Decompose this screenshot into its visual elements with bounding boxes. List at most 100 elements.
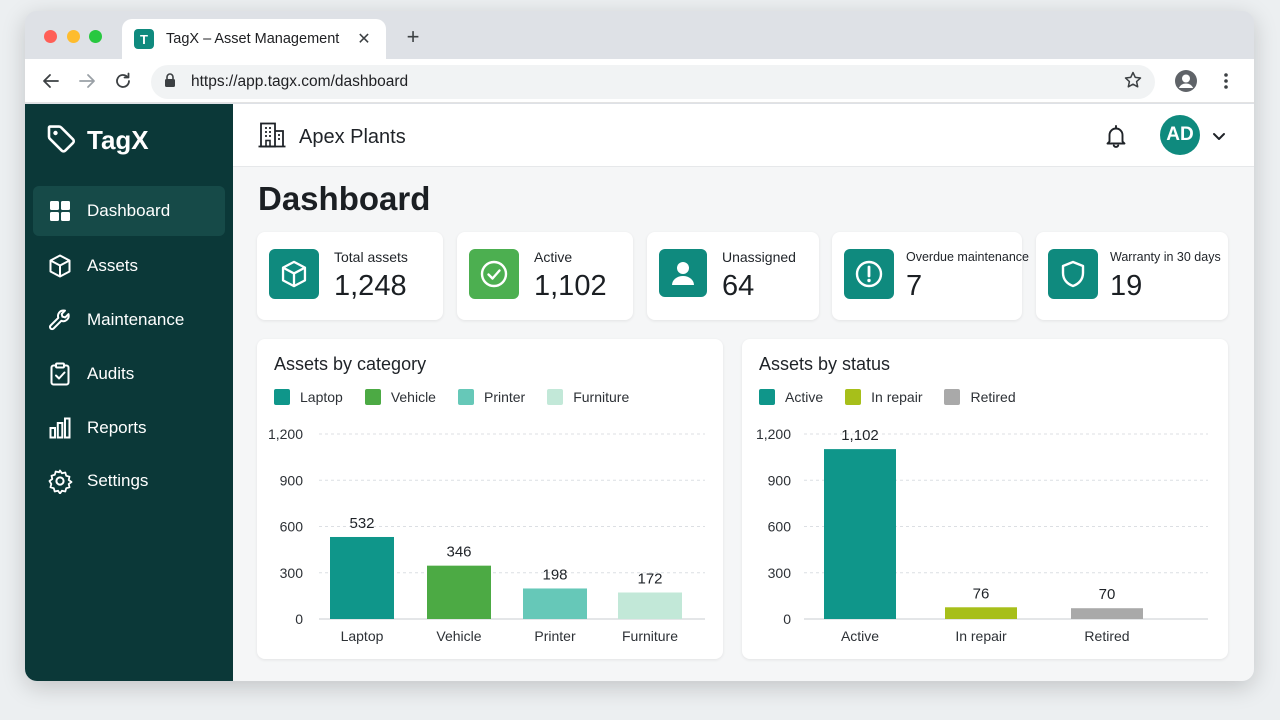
lock-icon [163,72,177,93]
sidebar-item-assets[interactable]: Assets [33,241,225,291]
chart-card-assets-by-status: Assets by status Active In repair Retire… [742,339,1228,659]
stat-card-unassigned[interactable]: Unassigned 64 [647,232,819,320]
x-tick-label: Vehicle [436,628,481,644]
y-tick-label: 0 [295,611,303,627]
sidebar-item-settings[interactable]: Settings [33,456,225,506]
bar-value-label: 532 [349,515,374,532]
tab-favicon-icon: T [134,29,154,49]
legend-swatch [457,389,474,405]
bookmark-star-icon[interactable] [1123,70,1143,95]
top-bar: Apex Plants AD [233,104,1254,167]
sidebar-item-label: Dashboard [87,201,171,220]
sidebar-item-maintenance[interactable]: Maintenance [33,295,225,345]
browser-tab[interactable]: T TagX – Asset Management ✕ [122,19,386,59]
chart-title: Assets by status [759,354,891,374]
sidebar: TagX Dashboard Assets Maintenance [25,104,233,681]
x-tick-label: In repair [955,628,1007,644]
check-circle-icon [469,249,519,299]
chart-legend: Laptop Vehicle Printer Furniture [274,389,629,405]
bar-value-label: 198 [542,566,567,583]
building-icon [257,120,287,155]
brand-logo[interactable]: TagX [45,122,149,159]
stat-label: Overdue maintenance [906,250,1029,264]
sidebar-item-dashboard[interactable]: Dashboard [33,186,225,236]
stat-label: Warranty in 30 days [1110,250,1221,264]
bar-in-repair[interactable] [945,607,1017,619]
forward-arrow-icon[interactable] [75,69,99,93]
chevron-down-icon[interactable] [1211,128,1227,144]
cube-icon [269,249,319,299]
legend-item-vehicle: Vehicle [364,389,436,405]
profile-icon[interactable] [1173,68,1199,94]
chart-card-assets-by-category: Assets by category Laptop Vehicle Printe… [257,339,723,659]
tag-icon [45,122,77,159]
category-bar-chart: 0 300 600 900 1,200 532 Laptop 346 Vehicle 198 Pri… [268,426,705,644]
browser-menu-icon[interactable] [1213,68,1239,94]
bar-laptop[interactable] [330,536,394,619]
y-tick-label: 0 [783,611,791,627]
wrench-icon [47,307,73,333]
browser-toolbar: https://app.tagx.com/dashboard [25,59,1254,103]
brand-name: TagX [87,125,149,155]
close-window-button[interactable] [44,30,57,43]
stat-label: Total assets [334,249,408,265]
avatar[interactable]: AD [1160,115,1200,155]
bar-value-label: 1,102 [841,427,879,444]
stat-card-warranty[interactable]: Warranty in 30 days 19 [1036,232,1228,320]
org-name: Apex Plants [299,126,406,148]
bell-icon[interactable] [1103,123,1129,149]
bar-retired[interactable] [1071,608,1143,619]
legend-label: Printer [483,389,526,405]
legend-label: Vehicle [390,389,436,405]
legend-item-active: Active [759,389,823,405]
browser-window: T TagX – Asset Management ✕ + https://ap… [25,11,1254,681]
legend-label: Laptop [300,389,343,405]
y-tick-label: 300 [768,565,792,581]
legend-item-laptop: Laptop [274,389,343,405]
legend-swatch [944,389,961,405]
stat-value: 1,248 [334,270,407,302]
clipboard-check-icon [47,361,73,387]
bar-value-label: 346 [446,544,471,561]
bar-printer[interactable] [523,588,587,619]
stat-card-overdue-maintenance[interactable]: Overdue maintenance 7 [832,232,1029,320]
stat-card-total-assets[interactable]: Total assets 1,248 [257,232,443,320]
y-tick-label: 1,200 [756,426,791,442]
app: TagX Dashboard Assets Maintenance [25,104,1254,681]
legend-item-furniture: Furniture [547,389,629,405]
tab-strip: T TagX – Asset Management ✕ + [25,11,1254,59]
stat-value: 19 [1110,270,1143,302]
shield-icon [1048,249,1098,299]
sidebar-item-label: Maintenance [87,310,185,329]
new-tab-button[interactable]: + [406,24,420,49]
org-switcher[interactable]: Apex Plants [257,120,406,155]
legend-swatch [759,389,775,405]
chart-legend: Active In repair Retired [759,389,1016,405]
legend-label: Furniture [573,389,630,405]
legend-item-retired: Retired [944,389,1016,405]
address-bar[interactable]: https://app.tagx.com/dashboard [151,65,1155,99]
y-tick-label: 1,200 [268,426,303,442]
back-arrow-icon[interactable] [39,69,63,93]
y-tick-label: 300 [280,565,304,581]
reload-icon[interactable] [111,69,135,93]
url-text: https://app.tagx.com/dashboard [191,73,409,90]
bar-furniture[interactable] [618,592,682,619]
user-icon [659,249,707,297]
sidebar-item-reports[interactable]: Reports [33,403,225,453]
sidebar-item-audits[interactable]: Audits [33,349,225,399]
minimize-window-button[interactable] [67,30,80,43]
tab-close-icon[interactable]: ✕ [357,31,371,48]
bar-vehicle[interactable] [427,565,491,619]
legend-item-in-repair: In repair [845,389,922,405]
stat-card-active[interactable]: Active 1,102 [457,232,633,320]
status-bar-chart: 0 300 600 900 1,200 1,102 Active 76 In repair 70 R… [756,426,1208,644]
maximize-window-button[interactable] [89,30,102,43]
bar-value-label: 70 [1099,586,1116,603]
y-tick-label: 600 [768,519,792,535]
stat-value: 1,102 [534,270,607,302]
x-tick-label: Laptop [341,628,384,644]
stat-label: Unassigned [722,249,796,265]
alert-circle-icon [844,249,894,299]
bar-active[interactable] [824,449,896,619]
